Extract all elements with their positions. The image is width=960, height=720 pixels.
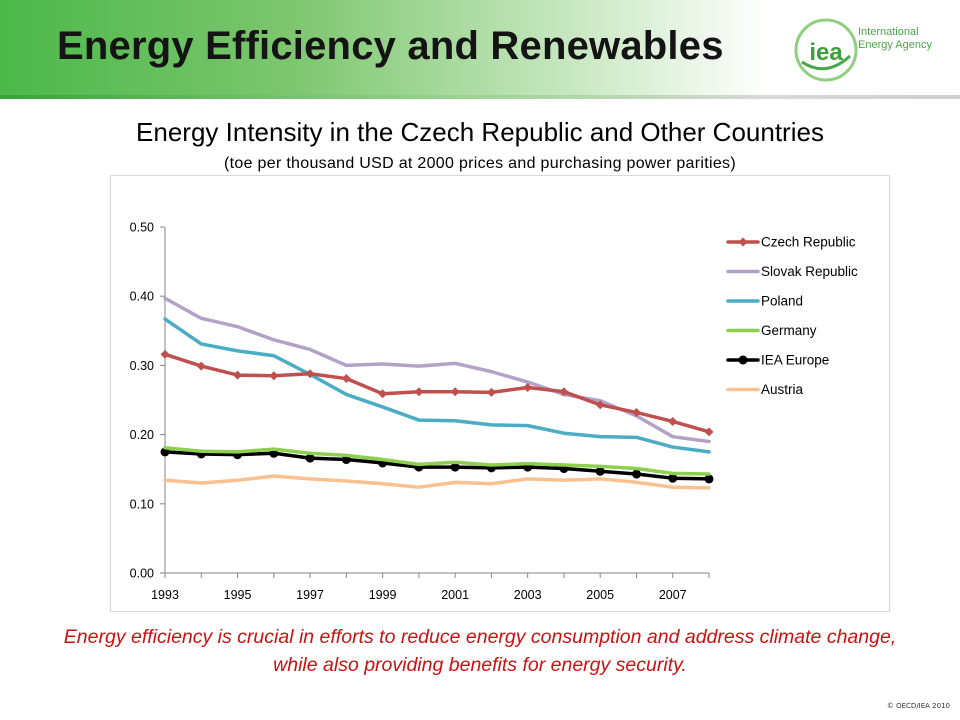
point-czech-republic bbox=[160, 349, 170, 359]
x-tick-label: 1999 bbox=[369, 588, 397, 602]
copyright-notice: © OECD/IEA 2010 bbox=[886, 702, 950, 710]
point-czech-republic bbox=[414, 387, 424, 397]
chart-frame: 0.00 0.10 0.20 0.30 0.40 0.50 1993 1995 1997 1999… bbox=[110, 175, 890, 612]
legend-label-poland: Poland bbox=[761, 294, 803, 309]
logo-org-line2: Energy Agency bbox=[858, 39, 932, 51]
y-tick-label: 0.50 bbox=[130, 221, 154, 235]
logo-org-line1: International bbox=[858, 26, 919, 38]
y-tick-label: 0.40 bbox=[130, 290, 154, 304]
point-czech-republic bbox=[704, 427, 714, 437]
legend-label-germany: Germany bbox=[761, 323, 817, 338]
y-tick-label: 0.00 bbox=[130, 567, 154, 581]
series-line-czech-republic bbox=[163, 352, 711, 434]
legend-marker-iea-europe bbox=[738, 355, 748, 365]
point-czech-republic bbox=[450, 387, 460, 397]
point-czech-republic bbox=[196, 361, 206, 371]
series-line-austria bbox=[163, 474, 711, 490]
iea-logo: iea bbox=[794, 18, 858, 82]
point-czech-republic bbox=[595, 400, 605, 410]
y-tick-label: 0.20 bbox=[130, 428, 154, 442]
point-czech-republic bbox=[668, 416, 678, 426]
chart-title: Energy Intensity in the Czech Republic a… bbox=[136, 117, 824, 147]
point-czech-republic bbox=[341, 374, 351, 384]
point-czech-republic bbox=[378, 389, 388, 399]
x-tick-label: 1997 bbox=[296, 588, 324, 602]
legend-label-austria: Austria bbox=[761, 382, 804, 397]
y-tick-label: 0.10 bbox=[130, 497, 154, 511]
legend-marker-czech-republic bbox=[738, 237, 748, 247]
legend-label-czech-republic: Czech Republic bbox=[761, 235, 856, 250]
y-tick-label: 0.30 bbox=[130, 359, 154, 373]
x-tick-label: 2005 bbox=[586, 588, 614, 602]
point-czech-republic bbox=[305, 369, 315, 379]
x-tick-label: 2003 bbox=[514, 588, 542, 602]
point-iea-europe bbox=[450, 462, 460, 472]
series-line-germany bbox=[163, 445, 711, 476]
x-tick-label: 1995 bbox=[224, 588, 252, 602]
slide-title: Energy Efficiency and Renewables bbox=[57, 24, 724, 68]
line-chart: 0.00 0.10 0.20 0.30 0.40 0.50 1993 1995 1997 1999… bbox=[130, 221, 858, 603]
header-divider bbox=[0, 95, 960, 99]
series-line-iea-europe bbox=[163, 450, 711, 481]
slide-caption: Energy efficiency is crucial in efforts … bbox=[63, 626, 897, 676]
point-iea-europe bbox=[704, 474, 714, 484]
point-czech-republic bbox=[486, 387, 496, 397]
point-czech-republic bbox=[233, 370, 243, 380]
x-tick-label: 2007 bbox=[659, 588, 687, 602]
series-line-poland bbox=[163, 317, 711, 454]
point-iea-europe bbox=[668, 473, 678, 483]
logo-org-name: International Energy Agency bbox=[858, 26, 958, 52]
logo-text: iea bbox=[809, 39, 843, 66]
legend-label-slovak-republic: Slovak Republic bbox=[761, 264, 858, 279]
point-czech-republic bbox=[559, 387, 569, 397]
point-czech-republic bbox=[631, 407, 641, 417]
point-czech-republic bbox=[523, 383, 533, 393]
x-tick-label: 1993 bbox=[151, 588, 179, 602]
legend-label-iea-europe: IEA Europe bbox=[761, 353, 829, 368]
point-iea-europe bbox=[631, 469, 641, 479]
x-tick-label: 2001 bbox=[441, 588, 469, 602]
point-czech-republic bbox=[269, 371, 279, 381]
point-iea-europe bbox=[305, 453, 315, 463]
chart-subtitle: (toe per thousand USD at 2000 prices and… bbox=[224, 155, 736, 172]
point-iea-europe bbox=[595, 466, 605, 476]
